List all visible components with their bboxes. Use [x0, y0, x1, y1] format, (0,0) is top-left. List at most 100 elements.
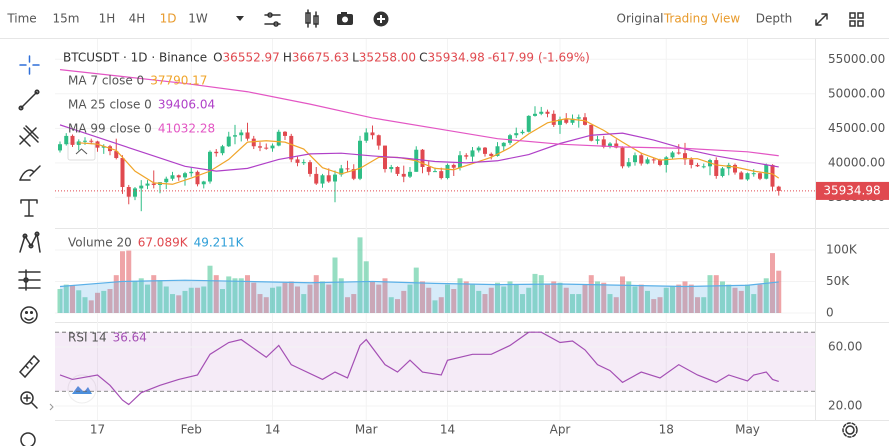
symbol-title: BTCUSDT · 1D · Binance: [63, 51, 207, 65]
candle-body: [370, 132, 375, 136]
volume-bar: [301, 294, 307, 313]
candle-body: [745, 173, 750, 180]
volume-bar: [351, 294, 357, 313]
volume-bar: [295, 286, 300, 313]
candle-body: [733, 164, 737, 173]
x-tick-label: Mar: [355, 423, 378, 437]
interval-button[interactable]: 4H: [129, 12, 146, 26]
candle-body: [701, 166, 706, 168]
interval-button[interactable]: 1H: [99, 12, 116, 26]
candle-body: [176, 175, 181, 178]
magnet-tool[interactable]: [20, 432, 36, 446]
volume-bar: [151, 275, 157, 313]
volume-bar: [545, 284, 550, 313]
candle-body: [751, 173, 756, 175]
x-tick-label: Apr: [550, 423, 571, 437]
candle-body: [133, 188, 137, 197]
candle-body: [495, 146, 500, 156]
volume-bar: [63, 284, 69, 313]
volume-bar: [670, 286, 675, 313]
brush-tool[interactable]: [19, 165, 41, 181]
candle-body: [483, 147, 487, 154]
interval-button[interactable]: Time: [6, 12, 36, 26]
volume-bar: [682, 281, 688, 313]
rsi-line: [59, 331, 779, 406]
interval-button[interactable]: 1W: [188, 12, 208, 26]
candle-body: [333, 174, 337, 182]
ohlc-value: 35258.00: [359, 51, 416, 65]
candle-body: [758, 173, 762, 179]
trend-line-tool[interactable]: [18, 89, 40, 111]
prediction-tool[interactable]: [18, 269, 41, 291]
candle-body: [389, 166, 394, 170]
ohlc-label: C: [419, 51, 427, 65]
add-icon[interactable]: [373, 11, 389, 27]
screenshot-icon[interactable]: [337, 12, 353, 25]
candle-body: [214, 151, 219, 154]
expand-arrow[interactable]: [49, 403, 54, 411]
volume-bar: [551, 281, 557, 313]
volume-bar: [482, 294, 488, 313]
candle-body: [151, 183, 156, 185]
candle-body: [451, 164, 456, 168]
dropdown-icon[interactable]: [236, 16, 244, 21]
candle-body: [770, 164, 775, 187]
volume-bar: [313, 275, 319, 313]
ma-name: MA 25 close 0: [68, 98, 152, 112]
candle-body: [420, 149, 425, 167]
text-tool[interactable]: [20, 199, 38, 217]
candle-body: [301, 162, 306, 164]
candle-body: [433, 171, 437, 173]
indicator-settings-icon[interactable]: [264, 12, 281, 27]
layout-icon[interactable]: [849, 12, 864, 27]
fullscreen-icon[interactable]: [815, 13, 828, 26]
view-button[interactable]: Trading View: [663, 12, 741, 26]
change-value: -617.99: [488, 51, 534, 65]
volume-bar: [270, 287, 275, 313]
volume-bar: [201, 286, 207, 313]
volume-bar: [101, 290, 107, 313]
candle-body: [670, 152, 675, 158]
volume-bar: [645, 290, 650, 313]
volume-bar: [451, 289, 457, 313]
zoom-tool[interactable]: [20, 391, 38, 409]
candle-body: [226, 136, 231, 147]
volume-bar: [370, 281, 375, 313]
volume-bar: [513, 284, 519, 313]
volume-bar: [688, 284, 694, 313]
candle-body: [739, 172, 744, 180]
ruler-tool[interactable]: [18, 354, 41, 379]
pitchfork-tool[interactable]: [19, 125, 39, 147]
last-price-tag: [816, 181, 889, 200]
emoji-tool[interactable]: [20, 306, 38, 324]
volume-bar: [332, 257, 338, 313]
settings-icon[interactable]: [842, 422, 858, 438]
candle-body: [320, 175, 325, 184]
candle-body: [64, 135, 69, 145]
chart-style-icon[interactable]: [305, 9, 319, 28]
volume-bar: [88, 300, 94, 313]
volume-bar: [470, 284, 475, 313]
pattern-tool[interactable]: [19, 231, 41, 253]
view-button[interactable]: Depth: [756, 12, 793, 26]
ma-value: 39406.04: [158, 98, 215, 112]
candle-body: [533, 113, 537, 116]
candle-body: [308, 162, 312, 174]
rsi-band-fill: [55, 332, 815, 392]
volume-bar: [276, 286, 282, 313]
interval-button[interactable]: 1D: [160, 12, 177, 26]
volume-bar: [726, 284, 732, 313]
interval-button[interactable]: 15m: [53, 12, 80, 26]
volume-bar: [288, 281, 294, 313]
volume-bar: [707, 275, 713, 313]
volume-bar: [595, 281, 600, 313]
volume-bar: [132, 281, 138, 313]
volume-bar: [495, 282, 500, 313]
crosshair-tool[interactable]: [19, 55, 40, 75]
volume-bar: [620, 276, 625, 313]
view-button[interactable]: Original: [617, 12, 664, 26]
candle-body: [639, 155, 644, 164]
ma-value: 41032.28: [158, 122, 215, 136]
candle-body: [339, 168, 344, 175]
